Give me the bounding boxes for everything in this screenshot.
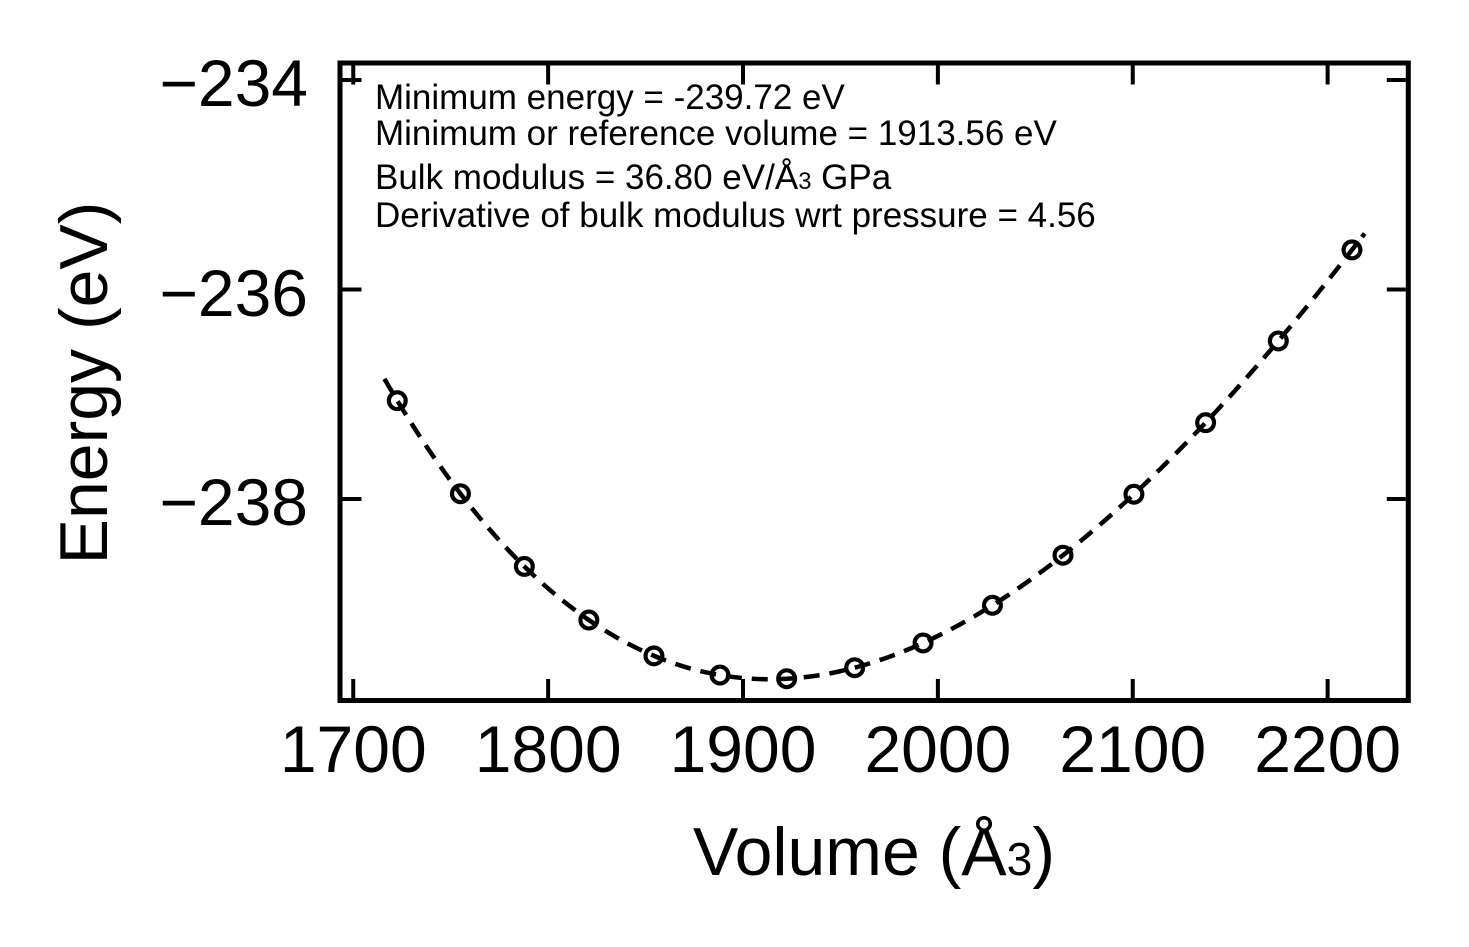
- data-point-marker: [386, 390, 408, 412]
- plot-spines: [337, 60, 1411, 703]
- annotation-line-3-superscript: 3: [798, 168, 812, 195]
- data-point-marker: [1052, 544, 1074, 566]
- x-tick-label: 2000: [864, 712, 1012, 786]
- y-tick-label: −236: [159, 255, 308, 330]
- data-point-marker: [1195, 412, 1217, 434]
- x-tick-label: 1900: [669, 712, 817, 786]
- annotation-line-4-text: Derivative of bulk modulus wrt pressure …: [375, 196, 1096, 235]
- data-point-marker: [1267, 330, 1289, 352]
- x-axis-label-prefix: Volume (Å: [692, 814, 1007, 890]
- annotation-line-3-prefix: Bulk modulus = 36.80 eV/Å: [375, 158, 799, 197]
- data-point-marker: [981, 594, 1003, 616]
- data-point-marker: [844, 657, 866, 679]
- y-axis-label: Energy (eV): [46, 201, 122, 565]
- fit-curve-group: [382, 232, 1367, 682]
- x-tick-label: 1800: [474, 712, 622, 786]
- data-point-marker: [1341, 239, 1363, 261]
- axis-ticks: [342, 65, 1406, 698]
- x-tick-label: 1700: [279, 712, 427, 786]
- data-point-marker: [513, 555, 535, 577]
- annotation-line-1: Minimum energy = -239.72 eV: [375, 80, 845, 115]
- y-tick-label: −238: [159, 465, 308, 540]
- x-axis-label-suffix: ): [1032, 814, 1056, 890]
- x-tick-label: 2200: [1254, 712, 1402, 786]
- annotation-line-4: Derivative of bulk modulus wrt pressure …: [375, 198, 1096, 233]
- annotation-line-2: Minimum or reference volume = 1913.56 eV: [375, 116, 1057, 151]
- annotation-line-2-text: Minimum or reference volume = 1913.56 eV: [375, 114, 1057, 153]
- data-point-marker: [1123, 483, 1145, 505]
- data-point-marker: [643, 645, 665, 667]
- data-point-marker: [578, 609, 600, 631]
- data-point-marker: [449, 483, 471, 505]
- x-axis-label-superscript: 3: [1006, 833, 1033, 885]
- annotation-line-1-text: Minimum energy = -239.72 eV: [375, 78, 845, 117]
- data-point-marker: [709, 664, 731, 686]
- annotation-line-3-suffix: GPa: [811, 158, 892, 197]
- data-points-group: [386, 239, 1363, 690]
- fit-curve: [382, 232, 1367, 682]
- data-point-marker: [776, 668, 798, 690]
- x-axis-label: Volume (Å3): [693, 818, 1055, 886]
- y-tick-label: −234: [159, 45, 308, 120]
- data-point-marker: [912, 632, 934, 654]
- axes-spine-box: [337, 60, 1411, 703]
- x-tick-label: 2100: [1059, 712, 1207, 786]
- annotation-line-3: Bulk modulus = 36.80 eV/Å3 GPa: [375, 160, 891, 195]
